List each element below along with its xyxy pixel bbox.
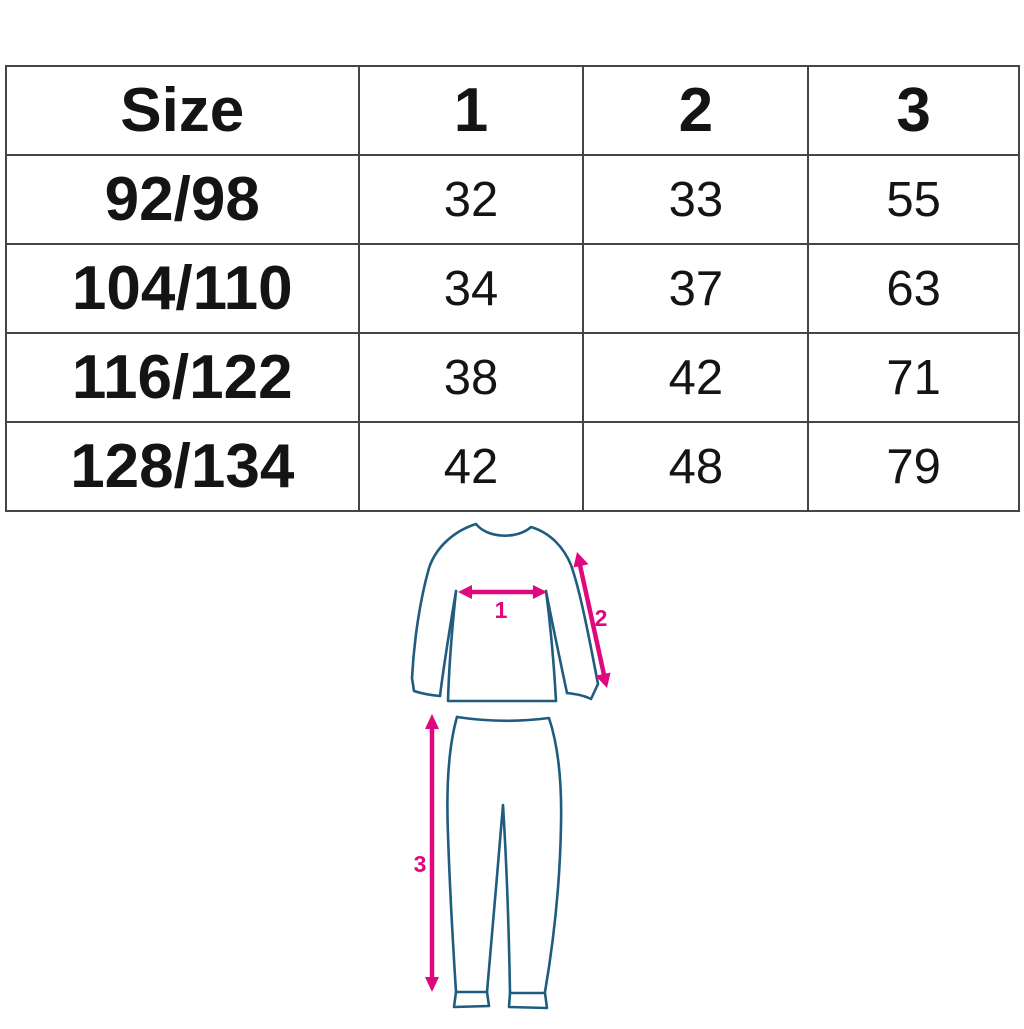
measure-value: 38 [357, 332, 585, 423]
garment-outlines [410, 522, 600, 1010]
pants-inner-legs [485, 803, 512, 995]
measure-value: 55 [807, 154, 1020, 245]
table-row: 116/122 38 42 71 [5, 332, 1020, 423]
leg-length-label: 3 [414, 851, 427, 877]
size-label: 116/122 [5, 332, 360, 423]
size-label: 104/110 [5, 243, 360, 334]
measure-value: 42 [357, 421, 585, 512]
pants-left-cuff [452, 990, 491, 1009]
sleeve-length-label: 2 [595, 605, 608, 631]
header-measure-2: 2 [582, 65, 810, 156]
table-header-row: Size 1 2 3 [5, 65, 1020, 156]
chest-width-arrowhead-right [533, 585, 547, 599]
measure-value: 34 [357, 243, 585, 334]
pants-waist-and-right-side [455, 715, 563, 994]
measure-arrows: 1 2 3 [414, 552, 611, 992]
pants-right-cuff [507, 991, 549, 1010]
measure-value: 37 [582, 243, 810, 334]
shirt-outline [410, 522, 600, 701]
measure-value: 71 [807, 332, 1020, 423]
size-label: 128/134 [5, 421, 360, 512]
measure-value: 42 [582, 332, 810, 423]
sleeve-length-arrowhead-bottom [595, 672, 611, 688]
sleeve-length-arrow-line [577, 562, 607, 678]
table-row: 92/98 32 33 55 [5, 154, 1020, 245]
size-table: Size 1 2 3 92/98 32 33 55 104/110 34 37 … [5, 65, 1020, 512]
header-measure-1: 1 [357, 65, 585, 156]
leg-length-arrowhead-bottom [425, 977, 439, 992]
pajama-measurement-figure: 1 2 3 [370, 505, 670, 1024]
pants-left-side [446, 715, 459, 994]
measure-value: 48 [582, 421, 810, 512]
shirt-body [446, 589, 558, 703]
measure-value: 79 [807, 421, 1020, 512]
chest-width-label: 1 [495, 597, 508, 623]
leg-length-arrowhead-top [425, 714, 439, 729]
sleeve-length-arrowhead-top [573, 552, 589, 568]
table-row: 128/134 42 48 79 [5, 421, 1020, 512]
header-measure-3: 3 [807, 65, 1020, 156]
size-label: 92/98 [5, 154, 360, 245]
table-row: 104/110 34 37 63 [5, 243, 1020, 334]
chest-width-arrowhead-left [458, 585, 472, 599]
measure-value: 63 [807, 243, 1020, 334]
measure-value: 32 [357, 154, 585, 245]
header-size: Size [5, 65, 360, 156]
measure-value: 33 [582, 154, 810, 245]
